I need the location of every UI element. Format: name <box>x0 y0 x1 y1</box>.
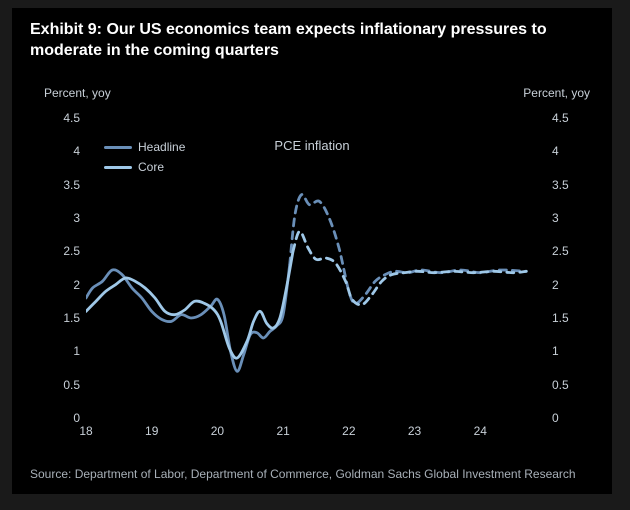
x-tick: 22 <box>334 424 364 438</box>
line-chart <box>86 118 546 418</box>
y-tick: 0.5 <box>50 378 80 392</box>
x-tick: 18 <box>71 424 101 438</box>
y-tick-right: 0 <box>552 411 582 425</box>
y-tick: 2.5 <box>50 244 80 258</box>
y-tick: 3.5 <box>50 178 80 192</box>
y-axis-label-right: Percent, yoy <box>523 86 590 100</box>
exhibit-title: Exhibit 9: Our US economics team expects… <box>30 20 590 62</box>
y-tick-right: 1 <box>552 344 582 358</box>
y-tick: 1.5 <box>50 311 80 325</box>
source-attribution: Source: Department of Labor, Department … <box>30 466 594 482</box>
x-tick: 21 <box>268 424 298 438</box>
x-tick: 19 <box>137 424 167 438</box>
y-tick: 1 <box>50 344 80 358</box>
x-tick: 23 <box>400 424 430 438</box>
y-tick: 2 <box>50 278 80 292</box>
y-tick-right: 4 <box>552 144 582 158</box>
y-tick-right: 3 <box>552 211 582 225</box>
y-tick-right: 3.5 <box>552 178 582 192</box>
y-tick-right: 2.5 <box>552 244 582 258</box>
y-tick-right: 0.5 <box>552 378 582 392</box>
x-tick: 20 <box>202 424 232 438</box>
y-axis-label-left: Percent, yoy <box>44 86 111 100</box>
y-tick: 4 <box>50 144 80 158</box>
x-tick: 24 <box>465 424 495 438</box>
y-tick: 0 <box>50 411 80 425</box>
y-tick-right: 4.5 <box>552 111 582 125</box>
y-tick-right: 2 <box>552 278 582 292</box>
y-tick-right: 1.5 <box>552 311 582 325</box>
chart-card: Exhibit 9: Our US economics team expects… <box>12 8 612 494</box>
y-tick: 3 <box>50 211 80 225</box>
y-tick: 4.5 <box>50 111 80 125</box>
